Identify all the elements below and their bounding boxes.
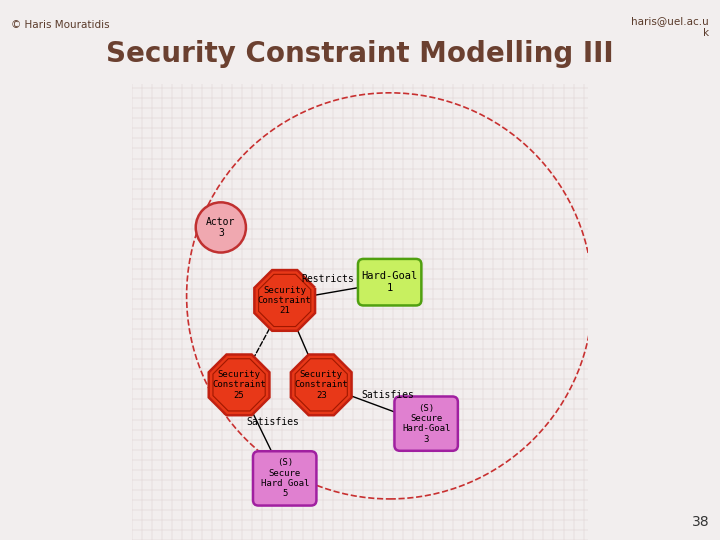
Polygon shape <box>209 354 269 415</box>
Circle shape <box>196 202 246 253</box>
Text: © Haris Mouratidis: © Haris Mouratidis <box>11 20 109 30</box>
Text: Security Constraint Modelling III: Security Constraint Modelling III <box>106 40 614 69</box>
FancyBboxPatch shape <box>358 259 421 306</box>
FancyBboxPatch shape <box>395 396 458 451</box>
Text: 38: 38 <box>692 515 709 529</box>
Text: Satisfies: Satisfies <box>247 417 300 427</box>
Text: (S)
Secure
Hard-Goal
3: (S) Secure Hard-Goal 3 <box>402 403 450 444</box>
Text: Security
Constraint
21: Security Constraint 21 <box>258 286 312 315</box>
Text: Security
Constraint
25: Security Constraint 25 <box>212 370 266 400</box>
Text: haris@uel.ac.u
k: haris@uel.ac.u k <box>631 16 709 38</box>
Text: Security
Constraint
23: Security Constraint 23 <box>294 370 348 400</box>
Text: (S)
Secure
Hard Goal
5: (S) Secure Hard Goal 5 <box>261 458 309 498</box>
Polygon shape <box>291 354 351 415</box>
Text: Restricts: Restricts <box>302 274 354 285</box>
Text: Actor
3: Actor 3 <box>206 217 235 238</box>
Text: Satisfies: Satisfies <box>361 390 414 400</box>
Text: Hard-Goal
1: Hard-Goal 1 <box>361 272 418 293</box>
Polygon shape <box>254 270 315 331</box>
FancyBboxPatch shape <box>253 451 316 505</box>
